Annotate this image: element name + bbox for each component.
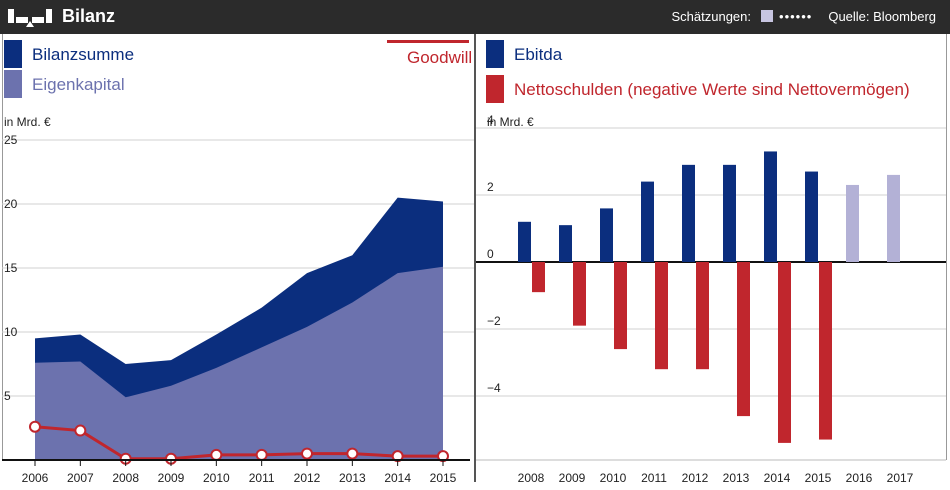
y-tick-label: 5 <box>4 389 11 403</box>
x-tick-label: 2010 <box>600 471 627 485</box>
y-tick-label: −2 <box>487 314 501 328</box>
legend-swatch-nettoschulden <box>486 75 504 103</box>
header-info: Schätzungen: •••••• Quelle: Bloomberg <box>672 9 937 24</box>
legend-label-goodwill: Goodwill <box>407 48 473 67</box>
x-tick-label: 2016 <box>846 471 873 485</box>
bar-nettoschulden <box>573 262 586 326</box>
x-tick-label: 2015 <box>805 471 832 485</box>
x-tick-label: 2017 <box>887 471 914 485</box>
y-tick-label: 10 <box>4 325 18 339</box>
area-eigenkapital <box>35 266 443 460</box>
y-tick-label: 4 <box>487 113 494 127</box>
x-tick-label: 2006 <box>22 471 49 485</box>
right-unit-label: in Mrd. € <box>487 115 534 129</box>
bar-nettoschulden <box>778 262 791 443</box>
bar-ebitda <box>846 184 859 262</box>
legend-label-ebitda: Ebitda <box>514 45 563 64</box>
x-tick-label: 2012 <box>294 471 321 485</box>
bar-ebitda <box>887 174 900 262</box>
legend-swatch-eigenkapital <box>4 70 22 98</box>
legend-swatch-goodwill <box>387 40 469 43</box>
x-tick-label: 2011 <box>641 471 667 485</box>
legend-swatch-bilanzsumme <box>4 40 22 68</box>
x-tick-label: 2010 <box>203 471 230 485</box>
legend-label-bilanzsumme: Bilanzsumme <box>32 45 135 64</box>
bar-nettoschulden <box>696 262 709 370</box>
legend-label-nettoschulden: Nettoschulden (negative Werte sind Netto… <box>514 80 910 99</box>
legend-label-eigenkapital: Eigenkapital <box>32 75 125 94</box>
bar-nettoschulden <box>655 262 668 370</box>
estimates-label: Schätzungen: <box>671 9 752 24</box>
line-goodwill <box>34 425 443 461</box>
x-tick-label: 2008 <box>518 471 545 485</box>
x-tick-label: 2013 <box>723 471 750 485</box>
bar-ebitda <box>805 171 818 262</box>
bar-nettoschulden <box>819 262 832 440</box>
page-title: Bilanz <box>62 6 116 26</box>
bar-ebitda <box>559 225 572 262</box>
goodwill-point <box>346 447 359 460</box>
goodwill-point <box>29 420 41 433</box>
x-tick-label: 2013 <box>339 471 366 485</box>
source-label: Quelle: Bloomberg <box>828 9 936 24</box>
bar-ebitda <box>600 208 613 262</box>
bar-nettoschulden <box>614 262 627 350</box>
left-panel-frame <box>2 34 474 460</box>
panel-divider <box>474 34 476 482</box>
y-tick-label: −4 <box>487 381 501 395</box>
goodwill-point <box>74 424 87 437</box>
estimate-swatch-icon <box>761 10 774 22</box>
bar-nettoschulden <box>532 262 545 293</box>
logo-icon <box>8 9 52 27</box>
x-tick-label: 2009 <box>559 471 586 485</box>
x-tick-label: 2009 <box>158 471 185 485</box>
x-tick-label: 2008 <box>112 471 139 485</box>
x-tick-label: 2011 <box>249 471 275 485</box>
x-tick-label: 2014 <box>764 471 791 485</box>
bar-ebitda <box>641 181 654 262</box>
goodwill-point <box>301 447 313 460</box>
right-panel-frame <box>946 34 947 460</box>
y-tick-label: 2 <box>487 180 494 194</box>
left-unit-label: in Mrd. € <box>4 115 51 129</box>
estimate-dots: •••••• <box>779 9 813 24</box>
legend-swatch-ebitda <box>486 40 504 68</box>
bar-ebitda <box>723 164 736 262</box>
x-tick-label: 2007 <box>67 471 94 485</box>
bar-ebitda <box>518 221 531 262</box>
y-tick-label: 0 <box>487 247 494 261</box>
x-tick-label: 2015 <box>430 471 457 485</box>
x-tick-label: 2014 <box>384 471 411 485</box>
bar-nettoschulden <box>737 262 750 417</box>
x-tick-label: 2012 <box>682 471 709 485</box>
bar-ebitda <box>764 151 777 262</box>
y-tick-label: 20 <box>4 197 18 211</box>
header-bar: Bilanz Schätzungen: •••••• Quelle: Bloombe… <box>0 0 950 34</box>
y-tick-label: 15 <box>4 261 18 275</box>
y-tick-label: 25 <box>4 133 18 147</box>
bar-ebitda <box>682 164 695 262</box>
